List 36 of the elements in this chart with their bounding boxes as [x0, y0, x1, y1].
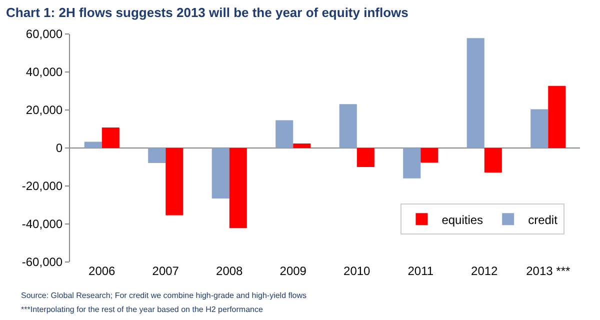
y-tick-label: 0 — [56, 141, 63, 156]
x-tick-label: 2012 — [471, 264, 498, 278]
bar — [420, 148, 438, 163]
x-tick-label: 2013 *** — [526, 264, 570, 278]
legend-label: equities — [442, 212, 484, 227]
source-note: Source: Global Research; For credit we combine high-grade and high-yield flows — [21, 291, 306, 300]
bar — [548, 86, 566, 148]
y-tick-label: 40,000 — [26, 65, 63, 80]
bar — [148, 148, 166, 164]
bar — [466, 38, 484, 148]
bar — [403, 148, 421, 178]
bar — [276, 120, 294, 148]
legend-label: credit — [528, 212, 558, 227]
bar — [84, 142, 102, 148]
bar — [339, 104, 357, 148]
bar — [166, 148, 184, 216]
x-tick-label: 2010 — [344, 264, 371, 278]
y-tick-label: -60,000 — [22, 255, 63, 270]
chart-title: Chart 1: 2H flows suggests 2013 will be the year of equity inflows — [6, 5, 408, 20]
text: ***Interpolating for the rest of the year based on the H2 performance — [21, 305, 264, 314]
x-tick-label: 2011 — [408, 264, 434, 278]
x-tick-label: 2006 — [88, 264, 116, 278]
y-tick-label: -40,000 — [22, 217, 63, 232]
y-tick-label: -20,000 — [22, 179, 63, 194]
bar — [530, 109, 548, 148]
bar — [229, 148, 247, 228]
x-tick-label: 2007 — [152, 264, 180, 278]
bar — [356, 148, 374, 167]
y-tick-label: 20,000 — [26, 103, 63, 118]
y-tick-label: 60,000 — [26, 27, 63, 42]
x-tick-label: 2008 — [216, 264, 244, 278]
bar — [102, 127, 120, 148]
bar — [212, 148, 230, 199]
bar — [293, 143, 311, 148]
x-tick-label: 2009 — [280, 264, 307, 278]
bar — [484, 148, 502, 173]
